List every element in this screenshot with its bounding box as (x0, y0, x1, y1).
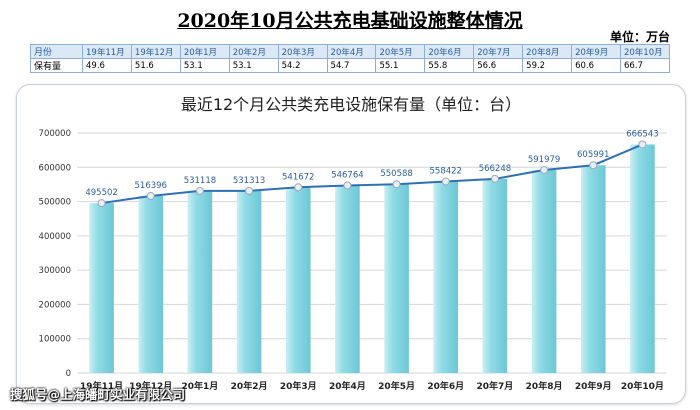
data-point (441, 177, 450, 186)
table-row-months: 月份 19年11月 19年12月 20年1月 20年2月 20年3月 20年4月… (30, 44, 671, 59)
y-tick-label: 300000 (39, 266, 71, 276)
data-point (97, 199, 106, 208)
chart-title: 最近12个月公共类充电设施保有量（单位：台） (181, 95, 521, 114)
month-cell: 20年5月 (375, 44, 426, 59)
x-tick-label: 20年7月 (477, 380, 514, 392)
value-cell: 54.7 (326, 58, 377, 73)
value-cell: 59.2 (522, 58, 573, 73)
value-cell: 54.2 (277, 58, 328, 73)
y-tick-label: 700000 (39, 129, 71, 139)
bar (285, 187, 311, 373)
x-tick-label: 20年4月 (329, 380, 366, 392)
y-tick-label: 400000 (39, 232, 71, 242)
data-label: 605991 (577, 150, 609, 160)
value-cell: 56.6 (473, 58, 524, 73)
x-tick-label: 20年10月 (621, 380, 664, 392)
data-label: 566248 (479, 164, 511, 174)
month-header-cell: 月份 (30, 44, 83, 59)
month-cell: 20年9月 (571, 44, 621, 59)
value-cell: 60.6 (571, 58, 621, 73)
data-point (540, 166, 549, 175)
watermark: 搜狐号@上海皤町实业有限公司 (10, 387, 186, 402)
data-label: 666543 (626, 129, 658, 139)
bar (384, 184, 409, 373)
data-point (146, 191, 155, 200)
series-line (101, 143, 643, 205)
bar (482, 178, 508, 373)
x-tick-label: 20年1月 (182, 380, 219, 392)
chart-panel: 最近12个月公共类充电设施保有量（单位：台） 0 100000 200000 3000… (16, 84, 686, 404)
x-tick-label: 20年5月 (378, 380, 415, 392)
data-label: 541672 (282, 172, 314, 182)
x-tick-label: 20年2月 (231, 380, 268, 392)
value-cell: 55.8 (424, 58, 475, 73)
month-cell: 20年6月 (424, 44, 475, 59)
month-cell: 19年12月 (130, 44, 181, 59)
bar (335, 185, 360, 373)
x-tick-label: 20年8月 (526, 380, 563, 392)
data-label: 495502 (85, 188, 117, 198)
bar-line-chart: 最近12个月公共类充电设施保有量（单位：台） 0 100000 200000 3000… (39, 95, 667, 392)
data-label: 550588 (380, 169, 412, 179)
value-cell: 66.7 (619, 58, 671, 73)
data-point (294, 183, 303, 192)
x-tick-label: 19年11月 (80, 380, 123, 392)
y-tick-label: 200000 (39, 300, 71, 310)
y-tick-label: 100000 (39, 335, 71, 345)
data-point (245, 186, 254, 195)
unit-note: 单位：万台 (609, 30, 670, 44)
month-cell: 20年1月 (179, 44, 230, 59)
bar (89, 203, 114, 373)
y-tick-label: 500000 (39, 198, 71, 208)
bar (433, 181, 459, 373)
month-cell: 20年4月 (326, 44, 377, 59)
value-cell: 53.1 (179, 58, 230, 73)
month-cell: 19年11月 (82, 44, 132, 59)
month-cell: 20年2月 (228, 44, 279, 59)
data-point (343, 181, 352, 190)
y-tick-label: 600000 (39, 163, 71, 173)
x-tick-label: 20年3月 (280, 380, 317, 392)
x-tick-label: 20年6月 (427, 380, 464, 392)
value-cell: 51.6 (130, 58, 181, 73)
data-point (490, 174, 499, 183)
data-label: 591979 (528, 155, 560, 165)
table-row-values: 保有量 49.6 51.6 53.1 53.1 54.2 54.7 55.1 5… (30, 58, 671, 73)
x-tick-label: 19年12月 (129, 380, 172, 392)
bar (236, 190, 262, 373)
data-label: 516396 (135, 181, 167, 191)
bar (187, 190, 213, 373)
month-cell: 20年3月 (277, 44, 328, 59)
bar (630, 144, 655, 373)
value-cell: 55.1 (375, 58, 426, 73)
value-cell: 49.6 (82, 58, 132, 73)
month-cell: 20年10月 (619, 44, 671, 59)
bar (580, 165, 606, 373)
data-label: 546764 (331, 171, 363, 181)
summary-table: 月份 19年11月 19年12月 20年1月 20年2月 20年3月 20年4月… (30, 44, 671, 73)
month-cell: 20年7月 (473, 44, 524, 59)
data-label: 531313 (233, 176, 265, 186)
data-point (195, 186, 204, 195)
main-title: 2020年10月公共充电基础设施整体情况 (177, 10, 523, 32)
data-point (392, 180, 401, 189)
data-point (638, 140, 647, 149)
value-header-cell: 保有量 (30, 58, 83, 73)
bar (531, 170, 557, 373)
month-cell: 20年8月 (522, 44, 573, 59)
bar (138, 195, 164, 373)
x-tick-label: 20年9月 (575, 380, 612, 392)
data-label: 531118 (184, 176, 216, 186)
y-tick-label: 0 (66, 369, 71, 379)
data-label: 558422 (430, 167, 462, 177)
value-cell: 53.1 (228, 58, 279, 73)
data-point (589, 161, 598, 170)
